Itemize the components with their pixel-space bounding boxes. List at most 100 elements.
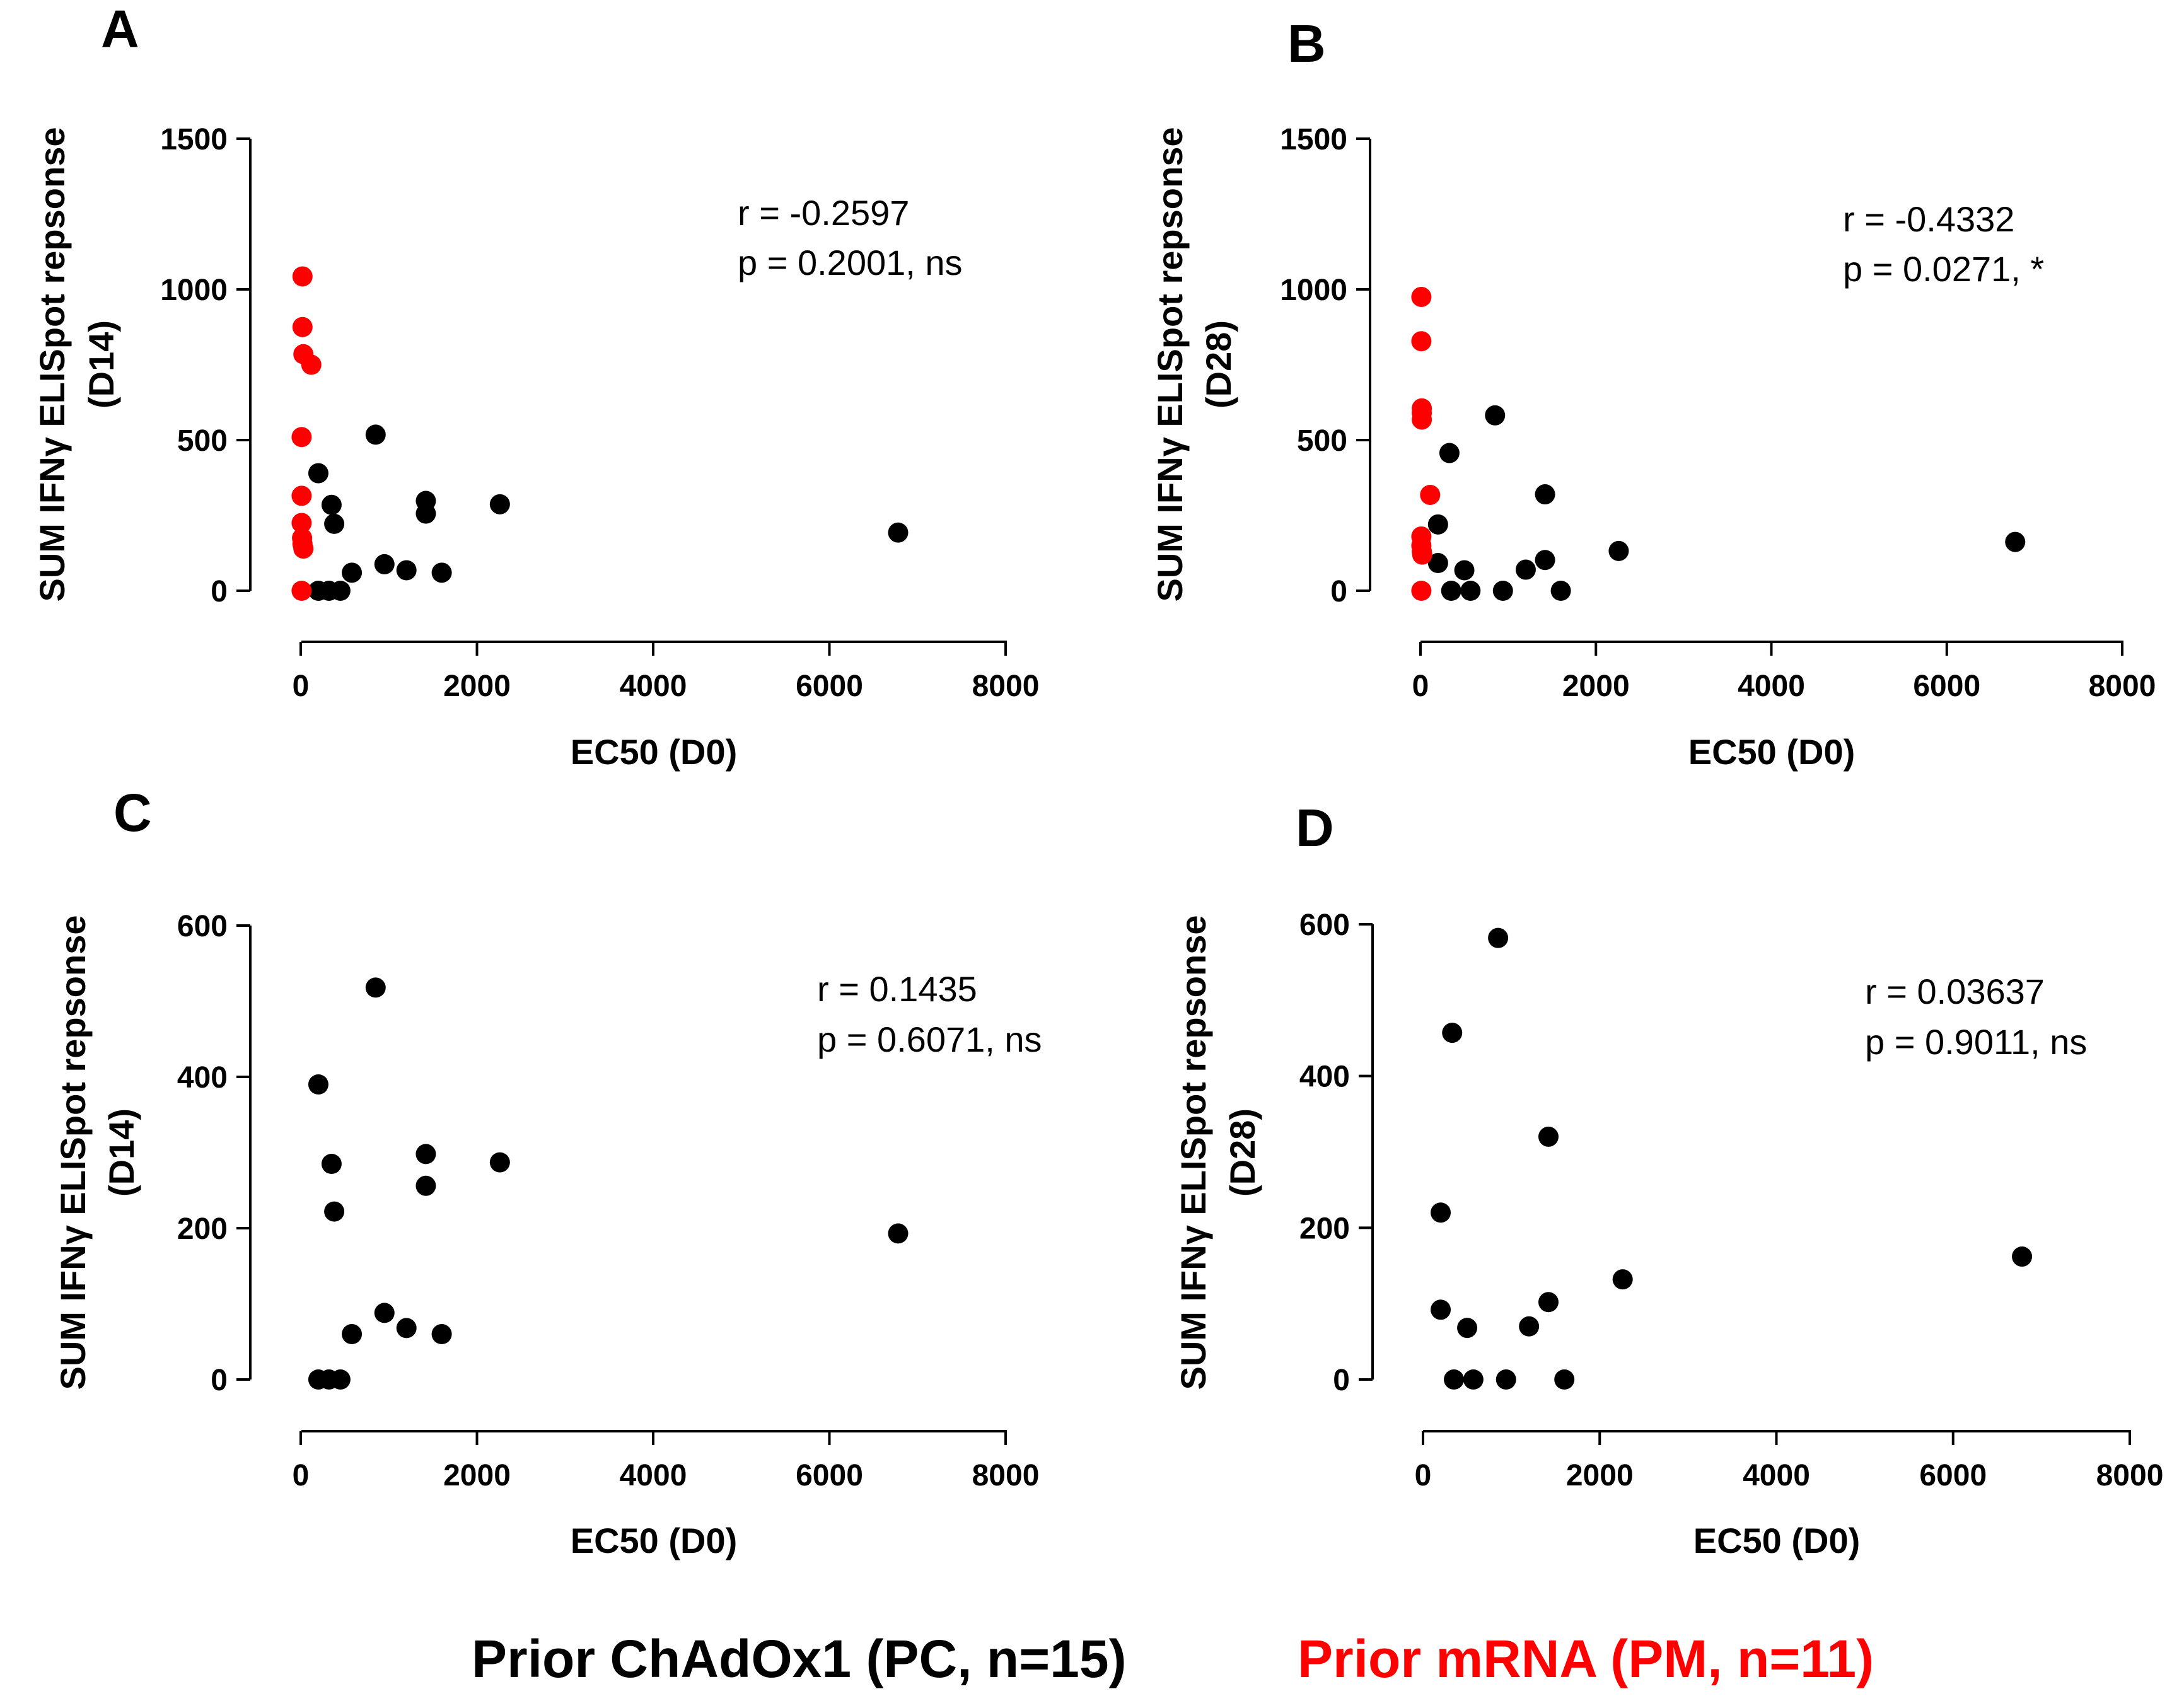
data-point (888, 522, 909, 543)
y-tick-label: 0 (1330, 575, 1347, 608)
data-point (1441, 581, 1461, 601)
y-tick-label: 1000 (160, 274, 228, 307)
panel-letter: B (1287, 14, 1326, 73)
y-tick-label: 0 (1333, 1364, 1350, 1397)
data-point (301, 354, 322, 375)
y-ticks: 0 500 1000 1500 (1280, 123, 1370, 608)
data-point (1412, 544, 1432, 565)
x-tick-label: 4000 (620, 670, 687, 703)
data-point (396, 560, 417, 581)
x-tick-label: 4000 (1738, 670, 1805, 703)
data-point (1460, 581, 1481, 601)
stat-r: r = 0.1435 (817, 969, 977, 1009)
panel-b: B 0 500 1000 1500 0 2000 4000 6000 8000 EC50 (D… (1150, 14, 2156, 772)
panel-letter: C (113, 783, 152, 842)
x-tick-label: 4000 (1743, 1459, 1810, 1492)
x-axis-label: EC50 (D0) (571, 1521, 738, 1560)
data-point (1431, 1299, 1451, 1320)
data-point (293, 538, 314, 559)
data-points (308, 977, 909, 1390)
x-tick-label: 0 (293, 670, 310, 703)
y-tick-label: 200 (1299, 1212, 1350, 1245)
legend-pc: Prior ChAdOx1 (PC, n=15) (472, 1629, 1127, 1688)
panel-letter: A (101, 0, 139, 59)
data-point (888, 1223, 909, 1244)
x-tick-label: 0 (1412, 670, 1429, 703)
data-point (374, 1303, 395, 1323)
y-tick-label: 1500 (160, 123, 228, 156)
x-tick-label: 8000 (972, 670, 1040, 703)
data-point (431, 1324, 452, 1344)
legend: Prior ChAdOx1 (PC, n=15) Prior mRNA (PM,… (472, 1629, 1874, 1688)
legend-pm: Prior mRNA (PM, n=11) (1298, 1629, 1874, 1688)
data-point (489, 1152, 510, 1173)
data-point (374, 554, 395, 574)
data-point (292, 266, 313, 287)
stat-r: r = -0.4332 (1843, 199, 2014, 239)
x-axis-label: EC50 (D0) (571, 732, 738, 772)
data-point (1444, 1369, 1465, 1390)
data-point (1427, 514, 1448, 535)
x-tick-label: 8000 (972, 1459, 1040, 1492)
data-point (1442, 1023, 1463, 1043)
data-point (431, 562, 452, 583)
data-point (1554, 1369, 1575, 1390)
data-point (1420, 484, 1441, 505)
data-point (1485, 405, 1506, 426)
x-ticks: 0 2000 4000 6000 8000 (1415, 1431, 2164, 1492)
x-tick-label: 8000 (2096, 1459, 2164, 1492)
y-axis-label-sub: (D28) (1199, 320, 1238, 409)
x-tick-label: 6000 (1913, 670, 1980, 703)
y-ticks: 0 200 400 600 (1299, 909, 1373, 1397)
data-point (291, 513, 312, 533)
x-ticks: 0 2000 4000 6000 8000 (293, 642, 1040, 703)
data-points (291, 266, 909, 601)
data-point (308, 1074, 328, 1095)
x-ticks: 0 2000 4000 6000 8000 (1412, 642, 2156, 703)
x-tick-label: 6000 (796, 1459, 863, 1492)
panel-a: A 0 500 1000 1500 0 2000 4000 6000 8000 EC50 (D… (32, 0, 1039, 772)
stat-r: r = -0.2597 (738, 193, 909, 233)
x-axis-label: EC50 (D0) (1688, 732, 1856, 772)
data-point (2012, 1246, 2033, 1267)
y-tick-label: 200 (177, 1212, 228, 1246)
data-point (415, 1175, 436, 1196)
data-point (324, 513, 345, 534)
y-ticks: 0 200 400 600 (177, 910, 250, 1397)
stat-p: p = 0.6071, ns (817, 1019, 1042, 1059)
data-point (324, 1201, 345, 1222)
data-points (1431, 927, 2033, 1390)
y-axis-label: SUM IFNγ ELISpot repsonse (1150, 127, 1190, 602)
data-point (1550, 581, 1571, 601)
data-point (1519, 1316, 1540, 1337)
x-axis-label: EC50 (D0) (1693, 1521, 1861, 1560)
y-axis-label-sub: (D28) (1223, 1108, 1262, 1197)
data-point (1411, 331, 1432, 352)
data-point (1538, 1126, 1559, 1147)
data-point (1608, 540, 1629, 561)
data-point (1439, 443, 1460, 463)
data-point (292, 317, 313, 337)
data-point (1427, 553, 1448, 574)
data-point (321, 1154, 342, 1174)
data-point (321, 494, 342, 515)
data-point (365, 424, 386, 445)
y-axis-label: SUM IFNγ ELISpot repsonse (1173, 915, 1213, 1390)
data-point (1492, 581, 1513, 601)
data-point (330, 581, 351, 601)
data-point (489, 494, 510, 514)
panel-d: D 0 200 400 600 0 2000 4000 6000 8000 EC50 (D0)… (1173, 798, 2163, 1560)
data-point (1488, 927, 1509, 948)
panel-letter: D (1296, 798, 1334, 857)
y-tick-label: 1500 (1280, 123, 1347, 156)
y-tick-label: 500 (177, 424, 228, 458)
x-tick-label: 2000 (443, 1459, 511, 1492)
y-tick-label: 0 (211, 575, 228, 608)
x-tick-label: 4000 (620, 1459, 687, 1492)
stat-p: p = 0.9011, ns (1865, 1022, 2087, 1062)
x-tick-label: 2000 (1562, 670, 1630, 703)
data-point (415, 503, 436, 524)
stat-p: p = 0.0271, * (1843, 249, 2044, 289)
data-point (1411, 286, 1432, 307)
